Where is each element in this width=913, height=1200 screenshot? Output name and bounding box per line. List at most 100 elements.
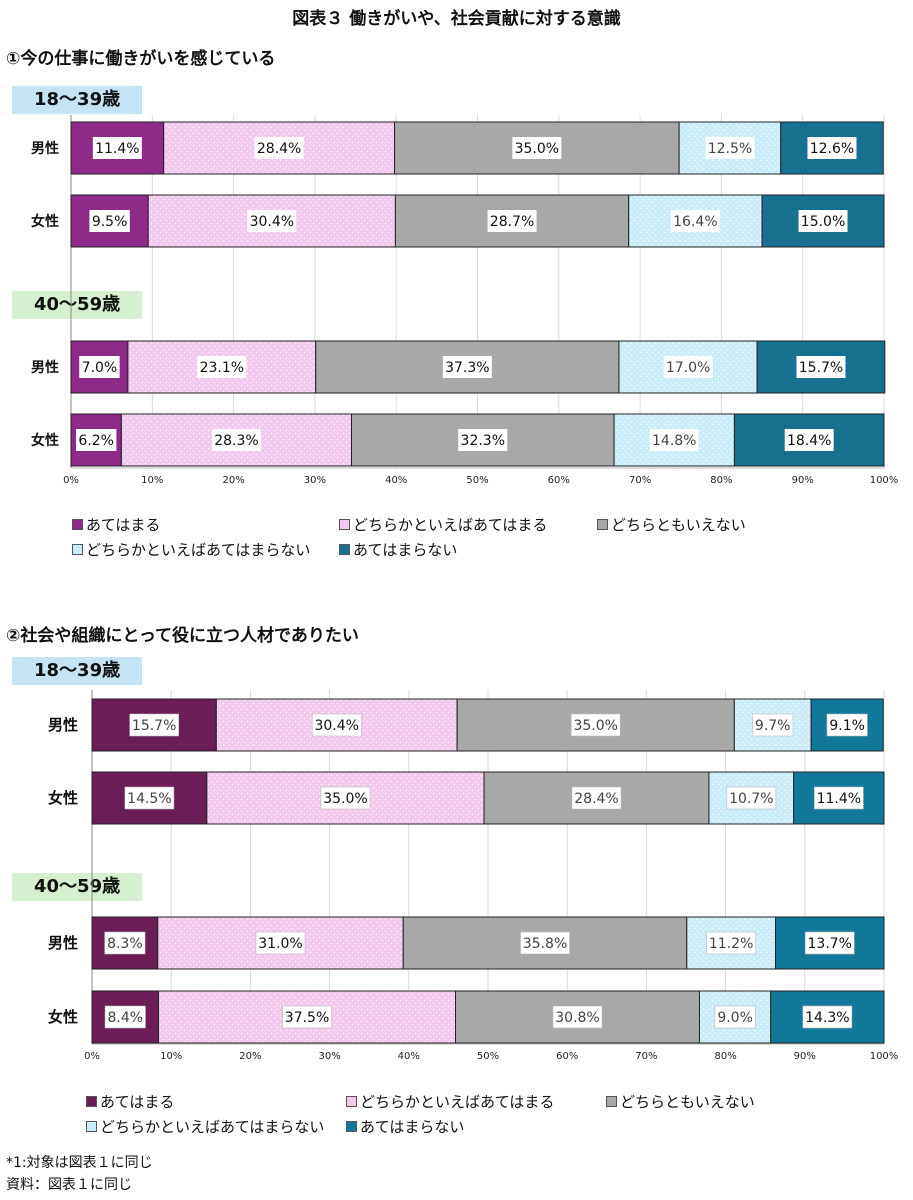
row-label: 男性 [31, 140, 59, 157]
data-label-box [129, 713, 179, 737]
data-label-box [804, 931, 855, 955]
row-label: 女性 [48, 789, 78, 807]
legend-label: あてはまる [86, 516, 161, 534]
x-tick-label: 40% [385, 475, 407, 486]
data-label-box [104, 1005, 146, 1029]
data-label: 14.8% [652, 433, 696, 449]
data-label: 16.4% [673, 214, 717, 230]
data-label-box [104, 931, 146, 955]
x-tick-label: 10% [160, 1051, 182, 1062]
data-label-box [92, 137, 142, 159]
legend-swatch [72, 544, 83, 555]
data-label: 15.7% [132, 718, 176, 734]
data-label-box [807, 137, 857, 159]
data-label-box [211, 429, 261, 451]
x-tick-label: 80% [710, 475, 732, 486]
legend-label: あてはまらない [353, 541, 458, 559]
x-tick-label: 30% [304, 475, 326, 486]
x-tick-label: 10% [141, 475, 163, 486]
data-label-box [670, 210, 720, 232]
legend-label: どちらかといえばあてはまらない [86, 541, 311, 559]
data-label-box [458, 429, 508, 451]
data-label-box [726, 786, 777, 810]
x-tick-label: 70% [629, 475, 651, 486]
data-label: 11.2% [709, 936, 753, 952]
data-label: 17.0% [666, 360, 710, 376]
legend-item: どちらともいえない [597, 514, 746, 535]
legend-swatch [606, 1096, 617, 1107]
data-label: 35.8% [523, 936, 567, 952]
data-label: 9.1% [829, 718, 865, 734]
data-label-box [320, 786, 371, 810]
figure-title: 図表３ 働きがいや、社会貢献に対する意識 [292, 9, 621, 29]
legend-item: あてはまる [72, 514, 160, 535]
data-label-box [796, 356, 846, 378]
data-label: 37.3% [445, 360, 489, 376]
x-tick-label: 90% [792, 475, 814, 486]
data-label-box [512, 137, 562, 159]
data-label-box [571, 786, 622, 810]
legend-swatch [72, 519, 83, 530]
data-label-box [197, 356, 247, 378]
legend-item: あてはまる [86, 1091, 174, 1112]
chart1-group-old-label: 40～59歳 [12, 291, 143, 319]
legend-label: どちらかといえばあてはまる [353, 516, 548, 534]
data-label: 30.8% [555, 1010, 599, 1026]
data-label: 14.5% [127, 791, 171, 807]
x-tick-label: 0% [84, 1051, 100, 1062]
legend-swatch [346, 1096, 357, 1107]
legend-label: どちらともいえない [620, 1093, 755, 1111]
data-label-box [826, 713, 868, 737]
data-label: 10.7% [729, 791, 773, 807]
row-label: 女性 [48, 1008, 78, 1026]
x-tick-label: 40% [398, 1051, 420, 1062]
chart2-group-young-label: 18～39歳 [12, 657, 143, 685]
data-label: 11.4% [817, 791, 861, 807]
note-source: 資料：図表１に同じ [6, 1177, 132, 1193]
chart1-svg: 0% 10% 20% 30% 40% 50% 60% 70% 80% 90% 100% 男性 11.4%… [31, 115, 899, 486]
chart2-svg: 0% 10% 20% 30% 40% 50% 60% 70% 80% 90% 100% 男性 15.7%… [48, 690, 898, 1062]
legend-item: あてはまらない [346, 1116, 464, 1137]
data-label: 12.6% [810, 141, 854, 157]
data-label: 11.4% [95, 141, 139, 157]
legend-label: どちらかといえばあてはまる [360, 1093, 555, 1111]
legend-label: どちらかといえばあてはまらない [100, 1118, 325, 1136]
x-tick-label: 0% [63, 475, 79, 486]
data-label-box [784, 429, 834, 451]
data-label-box [124, 786, 175, 810]
data-label: 31.0% [258, 936, 302, 952]
x-tick-label: 50% [466, 475, 488, 486]
data-label-box [247, 210, 297, 232]
x-tick-label: 90% [794, 1051, 816, 1062]
legend-item: どちらかといえばあてはまらない [72, 539, 310, 560]
data-label-box [89, 210, 130, 232]
x-tick-label: 50% [477, 1051, 499, 1062]
bar-segment [770, 990, 885, 1044]
chart2-group-old-label: 40～59歳 [12, 873, 143, 901]
data-label: 9.0% [717, 1010, 753, 1026]
legend-item: あてはまらない [339, 539, 457, 560]
legend-item: どちらともいえない [606, 1091, 755, 1112]
data-label: 28.3% [214, 433, 258, 449]
data-label-box [798, 210, 848, 232]
x-tick-label: 100% [870, 475, 899, 486]
data-label-box [814, 786, 864, 810]
x-tick-label: 60% [548, 475, 570, 486]
data-label-box [649, 429, 699, 451]
legend-label: どちらともいえない [611, 516, 746, 534]
row-label: 男性 [48, 934, 78, 952]
data-label: 35.0% [323, 791, 367, 807]
data-label-box [442, 356, 492, 378]
data-label-box [282, 1005, 332, 1029]
data-label-box [520, 931, 570, 955]
legend-item: どちらかといえばあてはまらない [86, 1116, 324, 1137]
data-label: 15.7% [799, 360, 843, 376]
row-label: 女性 [31, 213, 59, 230]
x-tick-label: 70% [635, 1051, 657, 1062]
data-label-box [714, 1005, 756, 1029]
data-label: 18.4% [787, 433, 831, 449]
data-label: 37.5% [285, 1010, 329, 1026]
data-label-box [570, 713, 621, 737]
data-label-box [552, 1005, 603, 1029]
chart1-group-young-label: 18～39歳 [12, 86, 143, 114]
